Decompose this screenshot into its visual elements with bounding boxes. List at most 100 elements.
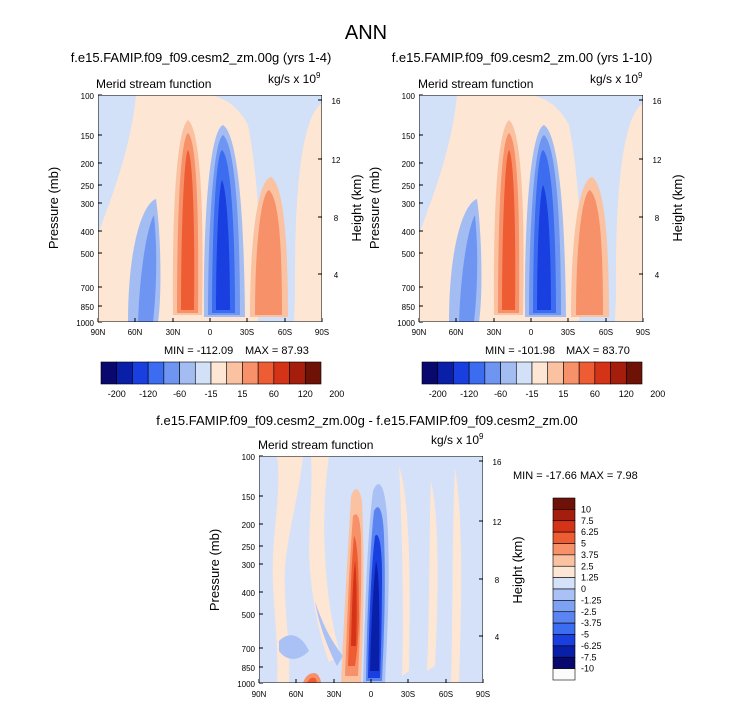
panel-1-contour-hadley-s-200 bbox=[216, 180, 230, 310]
panel-3-ytick: 500 bbox=[242, 611, 256, 620]
colorbar-swatch bbox=[147, 361, 165, 385]
colorbar-swatch bbox=[515, 361, 533, 385]
panel-3-ytick: 100 bbox=[242, 453, 256, 462]
panel-2-ytick-right: 16 bbox=[653, 97, 662, 106]
panel-3-ytick: 1000 bbox=[237, 680, 255, 689]
panel-2-min-text: MIN = -101.98 bbox=[485, 345, 555, 357]
panel-3-xtick: 90N bbox=[252, 690, 267, 699]
panel-2-contour-nh-blue bbox=[419, 95, 457, 235]
colorbar-swatch bbox=[552, 588, 576, 601]
panel-2-x-ticks: 90N 60N 30N 0 30S 60S 90S bbox=[412, 318, 650, 337]
panel-2-xtick: 90N bbox=[412, 328, 427, 337]
panel-3-ytick: 700 bbox=[242, 645, 256, 654]
panel-2-xtick: 30S bbox=[561, 328, 575, 337]
panel-2-ytick: 100 bbox=[402, 92, 416, 101]
panel-2-ylabel-right: Height (km) bbox=[670, 174, 685, 241]
colorbar-label: 200 bbox=[650, 389, 665, 399]
colorbar-swatch bbox=[552, 668, 576, 681]
colorbar-label: -2.5 bbox=[581, 607, 597, 617]
colorbar-swatch bbox=[132, 361, 149, 385]
colorbar-swatch bbox=[100, 361, 118, 385]
panel-1-units: kg/s x 109 bbox=[268, 71, 321, 86]
panel-1-colorbar: -200 -120 -60 -15 15 60 120 200 bbox=[100, 361, 344, 399]
colorbar-swatch bbox=[210, 361, 228, 385]
panel-1-plot-area bbox=[98, 95, 322, 322]
panel-1-contour-nh-edge bbox=[98, 235, 106, 322]
colorbar-swatch bbox=[453, 361, 470, 385]
panel-3-xtick: 90S bbox=[476, 690, 490, 699]
colorbar-swatch bbox=[552, 622, 576, 635]
colorbar-swatch bbox=[552, 509, 576, 522]
panel-3-contour-pos-c bbox=[399, 466, 410, 676]
colorbar-label: -60 bbox=[173, 389, 186, 399]
panel-2-contour-light-blue bbox=[505, 95, 643, 322]
panel-3-ytick-right: 16 bbox=[493, 458, 502, 467]
panel-2-xtick: 90S bbox=[636, 328, 650, 337]
panel-2-ytick-right: 12 bbox=[653, 156, 662, 165]
colorbar-label: 60 bbox=[269, 389, 279, 399]
colorbar-swatch bbox=[257, 361, 275, 385]
panel-3-ytick: 150 bbox=[242, 493, 256, 502]
colorbar-swatch bbox=[484, 361, 501, 385]
panel-2-ytick: 1000 bbox=[397, 319, 415, 328]
panel-2-contour-hadley-s-200 bbox=[537, 185, 551, 310]
panel-2-ytick: 850 bbox=[402, 303, 416, 312]
colorbar-swatch bbox=[289, 361, 306, 385]
panel-2: f.e15.FAMIP.f09_f09.cesm2_zm.00 (yrs 1-1… bbox=[367, 50, 685, 399]
colorbar-label: 200 bbox=[329, 389, 344, 399]
panel-2-plot-area bbox=[419, 95, 643, 322]
panel-3-ytick: 300 bbox=[242, 561, 256, 570]
colorbar-label: 120 bbox=[619, 389, 634, 399]
panel-1-contour-nh-ferrel-core bbox=[138, 215, 157, 322]
colorbar-label: 7.5 bbox=[581, 516, 594, 526]
panel-3-units: kg/s x 109 bbox=[431, 432, 484, 447]
panel-3-contour-hadley-pos-4 bbox=[351, 561, 357, 646]
panel-1-ytick: 400 bbox=[81, 228, 95, 237]
panel-1-ylabel-right: Height (km) bbox=[349, 174, 364, 241]
panel-2-xtick: 60S bbox=[599, 328, 613, 337]
panel-2-xtick: 0 bbox=[529, 328, 534, 337]
panel-3: f.e15.FAMIP.f09_f09.cesm2_zm.00g - f.e15… bbox=[156, 413, 638, 699]
panel-3-contour-neg-a bbox=[315, 601, 343, 666]
colorbar-label: 1.25 bbox=[581, 573, 599, 583]
colorbar-label: -3.75 bbox=[581, 618, 602, 628]
colorbar-swatch bbox=[552, 520, 576, 533]
page-title: ANN bbox=[345, 22, 387, 44]
colorbar-swatch bbox=[437, 361, 454, 385]
panel-1-ytick: 850 bbox=[81, 303, 95, 312]
colorbar-label: -120 bbox=[460, 389, 478, 399]
panel-2-contour-hadley-n-120 bbox=[502, 150, 516, 310]
panel-3-ytick: 200 bbox=[242, 521, 256, 530]
colorbar-swatch bbox=[552, 554, 576, 567]
panel-3-contour-neg-b bbox=[279, 635, 309, 659]
panel-1-y-right-ticks: 16 12 8 4 bbox=[318, 97, 341, 280]
panel-2-ytick: 700 bbox=[402, 284, 416, 293]
panel-3-left-label: Merid stream function bbox=[258, 438, 373, 452]
colorbar-label: 60 bbox=[590, 389, 600, 399]
panel-2-y-right-ticks: 16 12 8 4 bbox=[639, 97, 662, 280]
panel-1-ytick: 700 bbox=[81, 284, 95, 293]
panel-1-ytick: 300 bbox=[81, 200, 95, 209]
colorbar-label: 6.25 bbox=[581, 527, 599, 537]
panel-3-x-ticks: 90N 60N 30N 0 30S 60S 90S bbox=[252, 679, 490, 699]
panel-3-contour-surface-pos-core bbox=[307, 677, 317, 683]
colorbar-swatch bbox=[552, 543, 576, 556]
panel-1-title: f.e15.FAMIP.f09_f09.cesm2_zm.00g (yrs 1-… bbox=[71, 50, 332, 65]
panel-3-ylabel-right: Height (km) bbox=[510, 536, 525, 603]
panel-1-xtick: 90N bbox=[91, 328, 106, 337]
panel-1-min-text: MIN = -112.09 bbox=[164, 345, 233, 357]
panel-2-xtick: 60N bbox=[449, 328, 464, 337]
colorbar-label: -200 bbox=[429, 389, 447, 399]
panel-1-contour-hadley-n-120 bbox=[181, 150, 195, 310]
panel-2-ytick: 400 bbox=[402, 228, 416, 237]
colorbar-swatch bbox=[552, 497, 576, 510]
colorbar-swatch bbox=[194, 361, 212, 385]
panel-2-title: f.e15.FAMIP.f09_f09.cesm2_zm.00 (yrs 1-1… bbox=[392, 50, 653, 65]
colorbar-label: -200 bbox=[108, 389, 126, 399]
panel-3-xtick: 0 bbox=[369, 690, 374, 699]
colorbar-swatch bbox=[594, 361, 611, 385]
panel-1-max-text: MAX = 87.93 bbox=[245, 345, 309, 357]
panel-1-xtick: 30S bbox=[240, 328, 254, 337]
panel-3-xtick: 60S bbox=[439, 690, 453, 699]
